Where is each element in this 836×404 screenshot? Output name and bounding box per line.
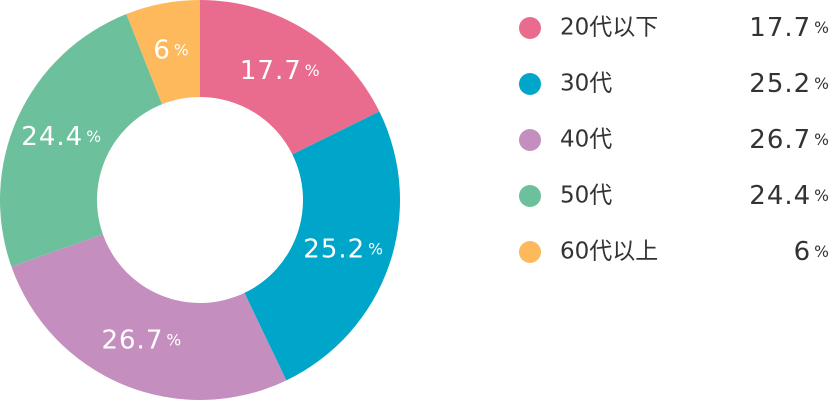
legend-label: 20代以下 bbox=[560, 15, 658, 41]
slice-label: 17.7% bbox=[240, 55, 321, 85]
slice-label: 25.2% bbox=[303, 234, 384, 264]
donut-slice bbox=[11, 234, 287, 400]
value-number: 24.4 bbox=[21, 122, 83, 152]
value-number: 17.7 bbox=[240, 55, 302, 85]
donut-slice bbox=[244, 111, 400, 381]
value-unit: % bbox=[368, 240, 384, 258]
legend-value: 26.7% bbox=[749, 125, 830, 155]
value-unit: % bbox=[814, 19, 830, 37]
legend-label: 60代以上 bbox=[560, 239, 658, 265]
slice-label: 6% bbox=[153, 35, 189, 65]
value-unit: % bbox=[86, 128, 102, 146]
legend-marker bbox=[519, 185, 541, 207]
legend-value: 6% bbox=[794, 237, 830, 267]
slice-label: 24.4% bbox=[21, 122, 102, 152]
legend-label: 40代 bbox=[560, 127, 612, 153]
legend-marker bbox=[519, 73, 541, 95]
donut-slice bbox=[126, 0, 200, 105]
legend-value: 24.4% bbox=[749, 181, 830, 211]
donut-slice bbox=[0, 14, 163, 267]
value-unit: % bbox=[814, 131, 830, 149]
legend-label: 50代 bbox=[560, 183, 612, 209]
value-unit: % bbox=[305, 61, 321, 79]
value-number: 6 bbox=[794, 237, 812, 267]
legend-value: 25.2% bbox=[749, 69, 830, 99]
value-number: 24.4 bbox=[749, 181, 811, 211]
value-number: 6 bbox=[153, 35, 171, 65]
slice-label: 26.7% bbox=[101, 325, 182, 355]
legend-marker bbox=[519, 129, 541, 151]
value-number: 25.2 bbox=[749, 69, 811, 99]
legend-label: 30代 bbox=[560, 71, 612, 97]
value-unit: % bbox=[166, 331, 182, 349]
legend-marker bbox=[519, 17, 541, 39]
value-number: 26.7 bbox=[749, 125, 811, 155]
value-number: 25.2 bbox=[303, 234, 365, 264]
value-number: 26.7 bbox=[101, 325, 163, 355]
donut-slice bbox=[200, 0, 380, 155]
value-unit: % bbox=[174, 41, 190, 59]
legend-value: 17.7% bbox=[749, 13, 830, 43]
value-unit: % bbox=[814, 75, 830, 93]
value-number: 17.7 bbox=[749, 13, 811, 43]
legend-marker bbox=[519, 241, 541, 263]
value-unit: % bbox=[814, 187, 830, 205]
value-unit: % bbox=[814, 243, 830, 261]
